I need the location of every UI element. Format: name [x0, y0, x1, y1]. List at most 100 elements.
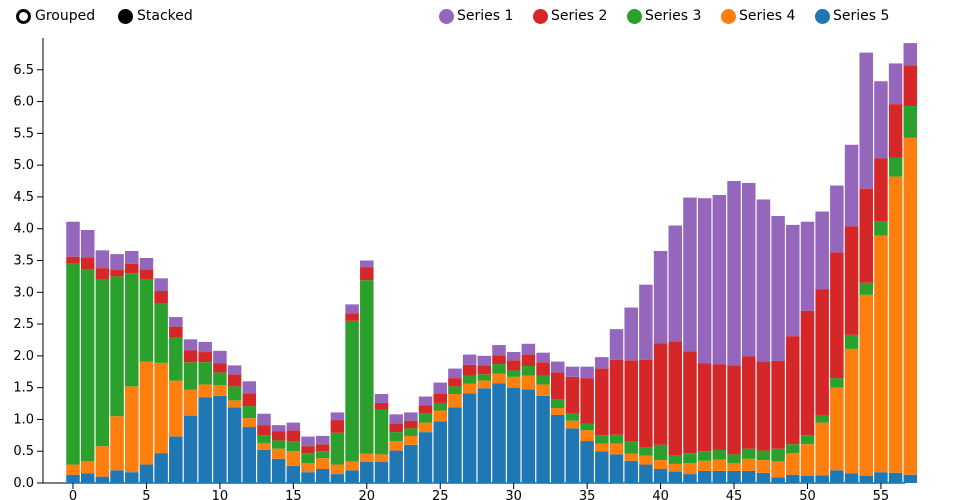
bar-series-4-49: [786, 453, 800, 475]
bar-series-3-52: [830, 378, 844, 388]
bar-series-3-17: [315, 451, 330, 459]
bar-series-5-33: [551, 414, 565, 483]
bar-series-5-1: [80, 473, 95, 483]
y-axis: 0.0 0.5 1.0 1.5 2.0 2.5 3.0 3.5 4.0 4.5 5.0 5.5 6.0 6…: [13, 38, 44, 491]
grouped-radio-dot[interactable]: [16, 8, 31, 24]
stacked-radio[interactable]: Stacked: [118, 8, 193, 24]
bar-series-1-52: [830, 185, 844, 253]
x-tick-label: 50: [799, 489, 816, 500]
bar-series-3-21: [374, 409, 389, 455]
bar-series-5-19: [345, 470, 359, 483]
grouped-radio[interactable]: Grouped: [16, 8, 95, 24]
bar-series-4-33: [551, 407, 565, 415]
bar-series-4-19: [345, 461, 359, 471]
bar-series-4-47: [756, 460, 771, 473]
bar-series-2-50: [800, 310, 815, 436]
legend-item-series-1[interactable]: Series 1: [439, 8, 513, 24]
bar-series-5-18: [330, 474, 345, 483]
bar-series-3-0: [66, 263, 80, 465]
legend-item-series-2[interactable]: Series 2: [533, 8, 607, 24]
bar-series-2-32: [536, 362, 550, 376]
bar-series-1-8: [183, 339, 198, 351]
bar-series-4-27: [462, 383, 477, 394]
legend-item-series-4[interactable]: Series 4: [721, 8, 795, 24]
bar-series-5-15: [286, 465, 301, 483]
bar-series-2-34: [565, 376, 580, 414]
bar-series-5-47: [756, 472, 771, 483]
bar-series-2-12: [242, 393, 257, 407]
bar-series-2-3: [110, 270, 124, 277]
bar-series-3-49: [786, 444, 800, 454]
bar-series-5-54: [859, 476, 873, 483]
bar-series-4-14: [271, 448, 286, 459]
bar-series-1-54: [859, 52, 873, 189]
bar-series-4-38: [624, 453, 638, 461]
bar-series-3-3: [110, 276, 124, 417]
bar-series-1-26: [448, 368, 462, 379]
bar-series-5-7: [169, 436, 183, 483]
bar-series-4-21: [374, 454, 389, 463]
bar-series-4-6: [154, 362, 168, 454]
bar-series-5-38: [624, 460, 638, 483]
legend-label-series-5: Series 5: [833, 8, 890, 24]
bar-series-4-57: [903, 137, 918, 475]
bar-series-4-9: [198, 384, 212, 398]
y-tick-label: 2.5: [13, 317, 34, 332]
bar-series-1-20: [360, 260, 374, 268]
bar-series-1-34: [565, 366, 580, 377]
legend-label-series-4: Series 4: [739, 8, 796, 24]
bar-series-5-45: [727, 470, 741, 483]
bar-series-3-20: [360, 280, 374, 454]
y-tick-label: 1.0: [13, 412, 34, 427]
bar-series-2-35: [580, 378, 594, 424]
bar-series-2-43: [697, 363, 712, 452]
bar-series-2-7: [169, 326, 183, 338]
bar-series-1-47: [756, 199, 771, 362]
bar-series-3-43: [697, 451, 712, 461]
bar-series-2-22: [389, 423, 403, 433]
bar-series-5-22: [389, 450, 403, 483]
bar-series-2-37: [609, 359, 624, 435]
legend-item-series-5[interactable]: Series 5: [815, 8, 889, 24]
bar-series-4-48: [771, 461, 785, 478]
bar-series-4-44: [712, 459, 727, 471]
bar-series-3-57: [903, 106, 918, 138]
bar-series-1-46: [741, 182, 756, 357]
bar-series-3-53: [844, 334, 859, 349]
bar-series-2-2: [95, 268, 110, 280]
legend-swatch-series-2: [533, 8, 548, 24]
bar-series-2-31: [521, 354, 536, 367]
bar-series-4-42: [683, 463, 697, 475]
bar-series-4-46: [741, 458, 756, 471]
bar-series-1-50: [800, 221, 815, 311]
bar-series-2-41: [668, 341, 683, 456]
x-tick-label: 55: [873, 489, 890, 500]
bar-series-4-15: [286, 451, 301, 466]
bar-series-5-5: [139, 464, 154, 483]
bar-series-4-34: [565, 420, 580, 429]
bar-series-2-20: [360, 267, 374, 281]
bar-series-5-21: [374, 462, 389, 483]
bar-series-3-30: [506, 370, 521, 377]
bar-series-3-23: [404, 428, 418, 436]
bar-series-3-33: [551, 399, 565, 408]
bar-series-5-43: [697, 470, 712, 483]
bar-series-3-9: [198, 362, 212, 385]
bar-series-2-0: [66, 256, 80, 264]
bar-series-5-24: [418, 432, 433, 483]
legend-label-series-2: Series 2: [551, 8, 608, 24]
bar-series-4-30: [506, 376, 521, 388]
bar-series-5-11: [227, 407, 242, 483]
bar-series-2-36: [595, 368, 609, 436]
bar-series-4-32: [536, 384, 550, 396]
legend-item-series-3[interactable]: Series 3: [627, 8, 701, 24]
stacked-radio-dot[interactable]: [118, 8, 133, 24]
bar-series-4-25: [433, 410, 447, 422]
bar-series-5-30: [506, 387, 521, 483]
bar-series-1-0: [66, 221, 80, 257]
bar-series-4-40: [653, 460, 668, 470]
y-tick-label: 0.5: [13, 444, 34, 459]
bar-series-2-14: [271, 431, 286, 441]
bar-series-2-13: [257, 425, 271, 436]
bar-series-5-55: [874, 472, 888, 483]
